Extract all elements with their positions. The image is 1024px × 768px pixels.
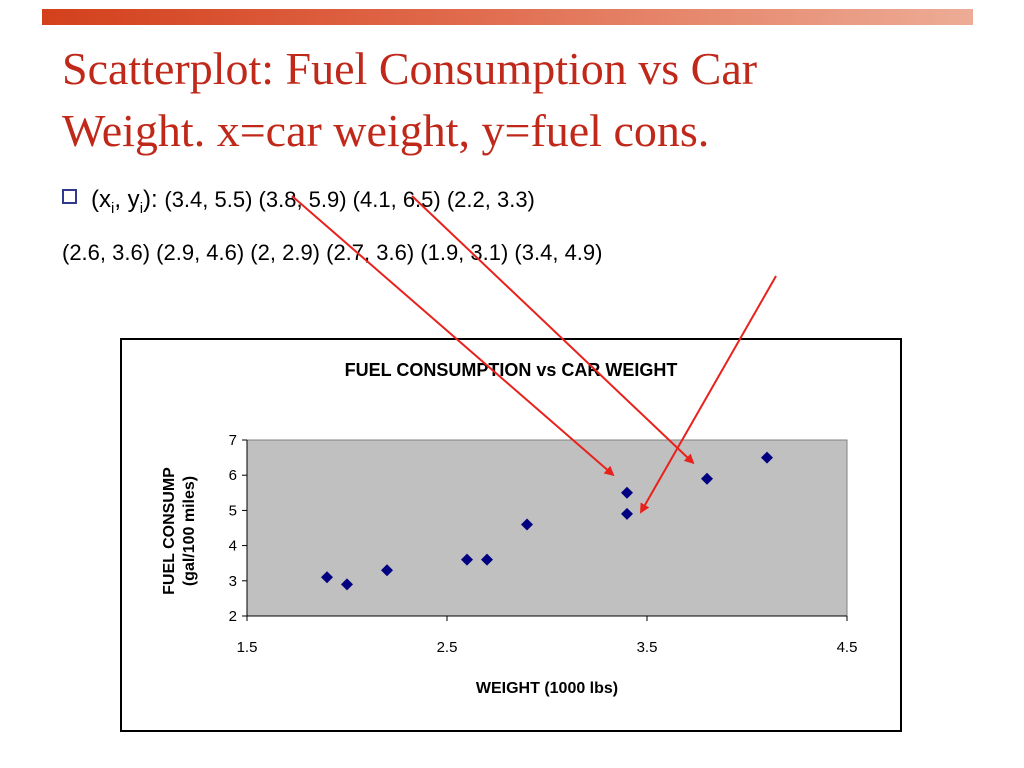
annotation-arrows	[291, 195, 777, 514]
data-point	[521, 518, 533, 531]
y-tick-label: 7	[229, 432, 237, 449]
title-line-2: Weight. x=car weight, y=fuel cons.	[62, 105, 710, 156]
data-points	[321, 451, 773, 591]
bullet-lead: (x	[91, 186, 111, 213]
y-tick-label: 5	[229, 502, 237, 519]
bullet-end: ):	[143, 186, 158, 213]
data-point	[701, 472, 713, 485]
data-point	[761, 451, 773, 464]
pairs-line-2: (2.6, 3.6) (2.9, 4.6) (2, 2.9) (2.7, 3.6…	[62, 240, 603, 265]
data-point	[481, 553, 493, 566]
subscript-i: i	[139, 199, 144, 217]
y-tick-label: 2	[229, 608, 237, 625]
plot-area	[246, 439, 848, 617]
bullet-pairs: (xi, yi): (3.4, 5.5) (3.8, 5.9) (4.1, 6.…	[62, 186, 535, 217]
square-bullet-icon	[62, 189, 77, 204]
data-point	[381, 564, 393, 577]
annotation-arrow	[411, 195, 695, 465]
pairs-line-1: (3.4, 5.5) (3.8, 5.9) (4.1, 6.5) (2.2, 3…	[164, 187, 535, 212]
data-point	[341, 578, 353, 591]
axes: 2 3 4 5 6 7 1.5 2.5 3.5 4.5	[229, 432, 858, 656]
y-tick-label: 6	[229, 467, 237, 484]
x-tick-label: 2.5	[437, 639, 458, 656]
title-accent-bar	[42, 9, 973, 25]
x-axis-label: WEIGHT (1000 lbs)	[475, 680, 619, 697]
subscript-i: i	[111, 199, 115, 217]
x-tick-label: 4.5	[837, 639, 858, 656]
bullet-mid: , y	[114, 186, 140, 213]
y-tick-label: 4	[229, 538, 237, 555]
data-point	[621, 507, 633, 520]
y-tick-label: 3	[229, 573, 237, 590]
data-point	[461, 553, 473, 566]
slide-title: Scatterplot: Fuel Consumption vs Car Wei…	[62, 38, 962, 162]
title-line-1: Scatterplot: Fuel Consumption vs Car	[62, 43, 758, 94]
data-point	[321, 571, 333, 584]
x-tick-label: 3.5	[637, 639, 658, 656]
data-point	[621, 486, 633, 499]
x-tick-label: 1.5	[237, 639, 258, 656]
annotation-arrow	[640, 275, 777, 514]
chart-title: FUEL CONSUMPTION vs CAR WEIGHT	[344, 360, 678, 380]
annotation-arrow	[291, 195, 615, 477]
